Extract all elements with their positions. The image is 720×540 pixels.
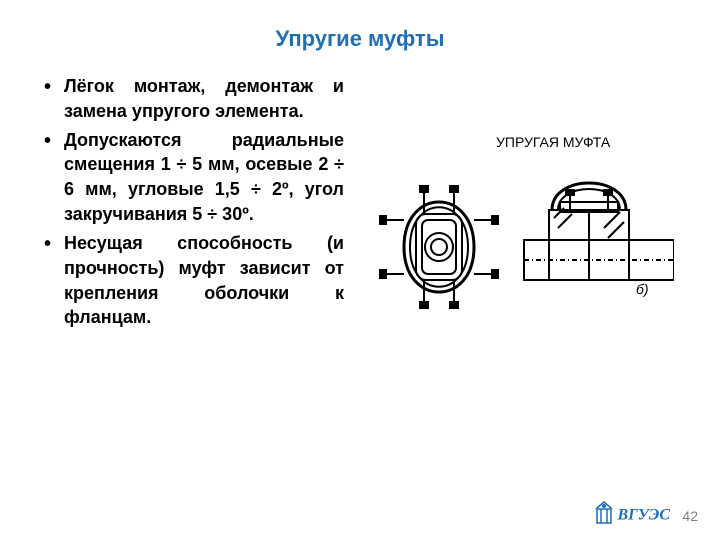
figure-sublabel: б) — [636, 281, 649, 297]
logo-mark-icon — [595, 501, 613, 530]
figure-column: УПРУГАЯ МУФТА — [344, 74, 676, 334]
university-logo: ВГУЭС — [595, 501, 670, 530]
bullet-item: Допускаются радиальные смещения 1 ÷ 5 мм… — [44, 128, 344, 227]
bullet-item: Несущая способность (и прочность) муфт з… — [44, 231, 344, 330]
bullet-item: Лёгок монтаж, демонтаж и замена упругого… — [44, 74, 344, 124]
logo-text: ВГУЭС — [617, 507, 670, 524]
text-column: Лёгок монтаж, демонтаж и замена упругого… — [44, 74, 344, 334]
slide-title-text: Упругие муфты — [275, 26, 444, 51]
slide-content: Лёгок монтаж, демонтаж и замена упругого… — [44, 74, 676, 334]
bullet-list: Лёгок монтаж, демонтаж и замена упругого… — [44, 74, 344, 330]
figure-caption: УПРУГАЯ МУФТА — [496, 134, 610, 150]
coupling-diagram: б) — [344, 152, 674, 342]
coupling-svg: б) — [344, 152, 674, 342]
slide-title: Упругие муфты — [44, 26, 676, 52]
page-number: 42 — [682, 508, 698, 524]
